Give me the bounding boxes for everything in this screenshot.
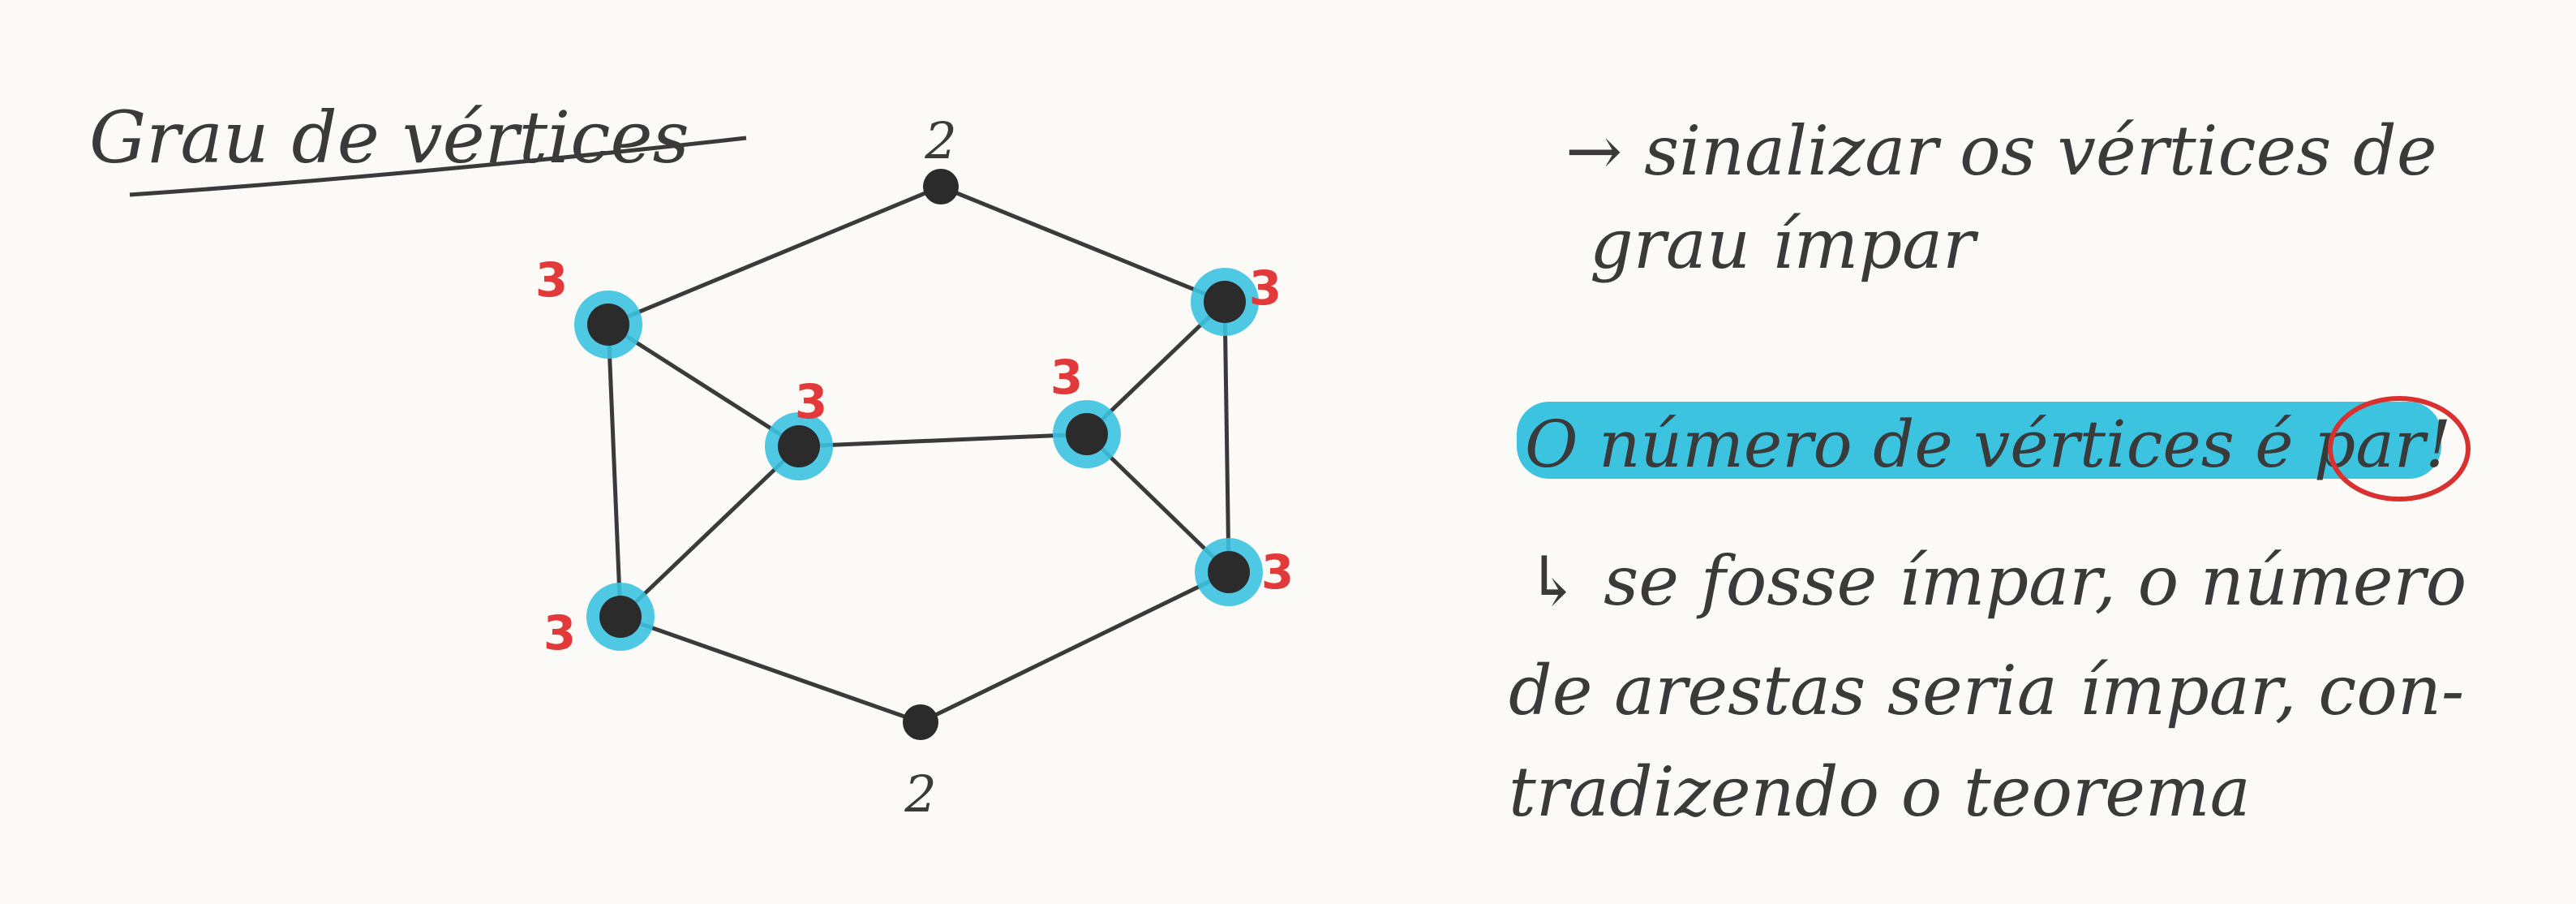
degree-label-upper-right: 3 bbox=[1249, 260, 1282, 316]
vertex-inner-left bbox=[778, 425, 820, 467]
note-line-2: grau ímpar bbox=[1590, 204, 1979, 284]
edge-upper-left-inner-left bbox=[606, 322, 801, 449]
vertex-top bbox=[923, 169, 959, 204]
highlight-exclaim: ! bbox=[2425, 407, 2451, 482]
page-title: Grau de vértices bbox=[89, 96, 689, 179]
edge-upper-right-lower-right bbox=[1222, 299, 1231, 575]
degree-label-top: 2 bbox=[924, 111, 956, 170]
degree-labels: 2 3 3 3 3 3 3 2 bbox=[535, 111, 1294, 824]
odd-vertex-highlights bbox=[574, 268, 1263, 651]
reason-line-1: ↳ se fosse ímpar, o número bbox=[1525, 541, 2467, 621]
graph-vertices bbox=[587, 169, 1250, 740]
vertex-lower-left bbox=[599, 596, 642, 638]
edge-lower-left-bottom bbox=[618, 614, 923, 725]
edge-lower-right-bottom bbox=[918, 570, 1231, 725]
edge-inner-left-lower-left bbox=[618, 444, 801, 619]
edge-inner-left-inner-right bbox=[796, 432, 1089, 449]
vertex-upper-left bbox=[587, 303, 629, 346]
vertex-lower-right bbox=[1208, 551, 1250, 593]
highlight-statement: O número de vértices é par! bbox=[1525, 407, 2451, 482]
degree-label-lower-left: 3 bbox=[543, 605, 576, 661]
degree-label-bottom: 2 bbox=[904, 764, 936, 824]
title-underline bbox=[129, 136, 747, 197]
degree-label-inner-right: 3 bbox=[1050, 350, 1083, 405]
reason-line-2: de arestas seria ímpar, con- bbox=[1509, 651, 2464, 730]
vertex-inner-right bbox=[1066, 413, 1108, 455]
vertex-bottom bbox=[903, 704, 938, 740]
vertex-upper-right bbox=[1204, 281, 1246, 323]
degree-label-upper-left: 3 bbox=[535, 252, 568, 308]
graph-edges bbox=[606, 184, 1231, 725]
degree-label-lower-right: 3 bbox=[1261, 545, 1294, 600]
reason-line-3: tradizendo o teorema bbox=[1509, 752, 2251, 832]
degree-label-inner-left: 3 bbox=[795, 374, 827, 429]
circle-around-par bbox=[2328, 396, 2471, 502]
highlight-prefix: O número de vértices é bbox=[1525, 407, 2314, 482]
note-line-1: → sinalizar os vértices de bbox=[1565, 111, 2437, 191]
edge-upper-left-lower-left bbox=[606, 322, 623, 619]
edge-top-upper-right bbox=[938, 184, 1227, 304]
highlight-marker bbox=[1517, 402, 2441, 479]
edge-top-upper-left bbox=[606, 184, 943, 327]
highlight-word-par: par bbox=[2314, 407, 2429, 482]
